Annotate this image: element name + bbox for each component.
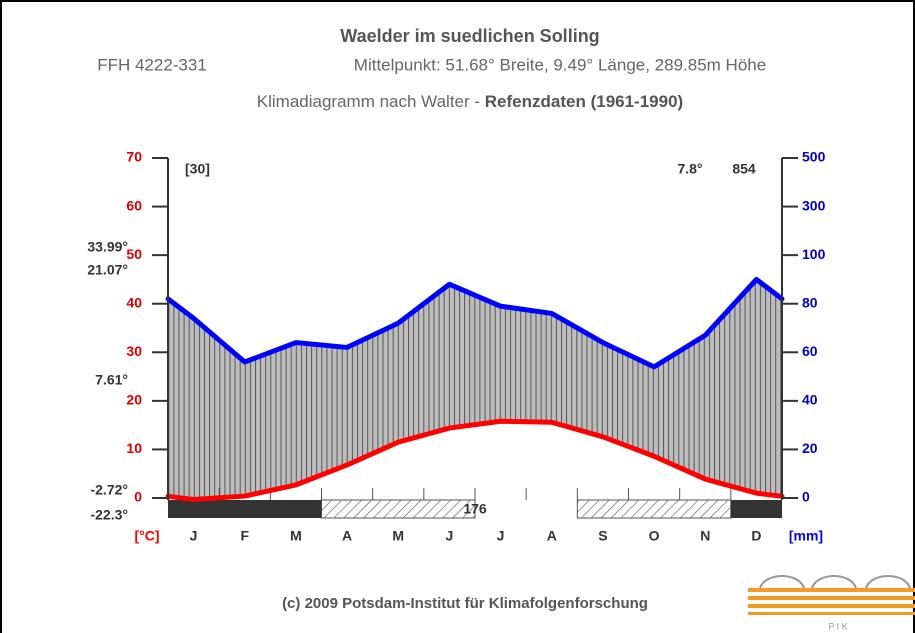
temp-edge [165, 493, 197, 502]
x-tick-label: F [240, 528, 249, 544]
annual-precipitation: 854 [732, 161, 756, 177]
logo [748, 575, 915, 615]
x-tick-label: S [598, 528, 607, 544]
mean-temperature: 7.8° [677, 161, 702, 177]
frost-certain [168, 500, 322, 518]
y2-tick-label: 60 [802, 343, 818, 359]
side-note: -22.3° [90, 507, 128, 523]
years-label: [30] [185, 161, 210, 177]
y2-tick-label: 40 [802, 392, 818, 408]
x-tick-label: J [190, 528, 198, 544]
x-tick-label: O [649, 528, 660, 544]
precipitation-line [191, 277, 759, 370]
y-tick-label: 40 [126, 294, 142, 310]
y2-tick-label: 20 [802, 440, 818, 456]
x-tick-label: J [497, 528, 505, 544]
caption-text: Klimadiagramm nach Walter - [257, 92, 485, 111]
humid-area [168, 279, 782, 500]
precip-edge [753, 276, 785, 302]
temp-edge [753, 490, 785, 499]
footer: (c) 2009 Potsdam-Institut für Klimafolge… [282, 595, 648, 612]
x-tick-label: M [290, 528, 302, 544]
side-note: 21.07° [87, 262, 128, 278]
caption-bold: Refenzdaten (1961-1990) [485, 92, 683, 111]
y2-tick-label: 500 [802, 149, 826, 165]
frost-certain [730, 500, 782, 518]
precip-edge [165, 296, 197, 321]
site-info: Mittelpunkt: 51.68° Breite, 9.49° Länge,… [354, 55, 766, 74]
temperature-line [193, 418, 758, 502]
y2-tick-label: 100 [802, 246, 826, 262]
y-tick-label: 60 [126, 197, 142, 213]
y2-unit: [mm] [789, 528, 823, 544]
caption: Klimadiagramm nach Walter - Refenzdaten … [257, 92, 683, 111]
y2-tick-label: 300 [802, 197, 826, 213]
y-tick-label: 20 [126, 392, 142, 408]
x-tick-label: D [751, 528, 761, 544]
x-tick-label: M [392, 528, 404, 544]
frost-possible [576, 499, 732, 519]
y-unit: [°C] [134, 528, 159, 544]
side-note: 33.99° [87, 239, 128, 255]
site-code: FFH 4222-331 [97, 55, 207, 74]
y2-tick-label: 0 [802, 489, 810, 505]
frost-free-days: 176 [463, 501, 487, 517]
logo-text: P I K [828, 621, 847, 631]
y2-tick-label: 80 [802, 294, 818, 310]
x-tick-label: N [700, 528, 710, 544]
x-tick-label: A [547, 528, 557, 544]
y-tick-label: 10 [126, 440, 142, 456]
y-tick-label: 70 [126, 149, 142, 165]
x-tick-label: J [446, 528, 454, 544]
y-tick-label: 30 [126, 343, 142, 359]
side-note: 7.61° [95, 372, 128, 388]
x-tick-label: A [342, 528, 352, 544]
chart-title: Waelder im suedlichen Solling [340, 26, 599, 46]
side-note: -2.72° [90, 482, 128, 498]
y-tick-label: 0 [134, 489, 142, 505]
frost-possible [321, 499, 476, 519]
y-tick-label: 50 [126, 246, 142, 262]
